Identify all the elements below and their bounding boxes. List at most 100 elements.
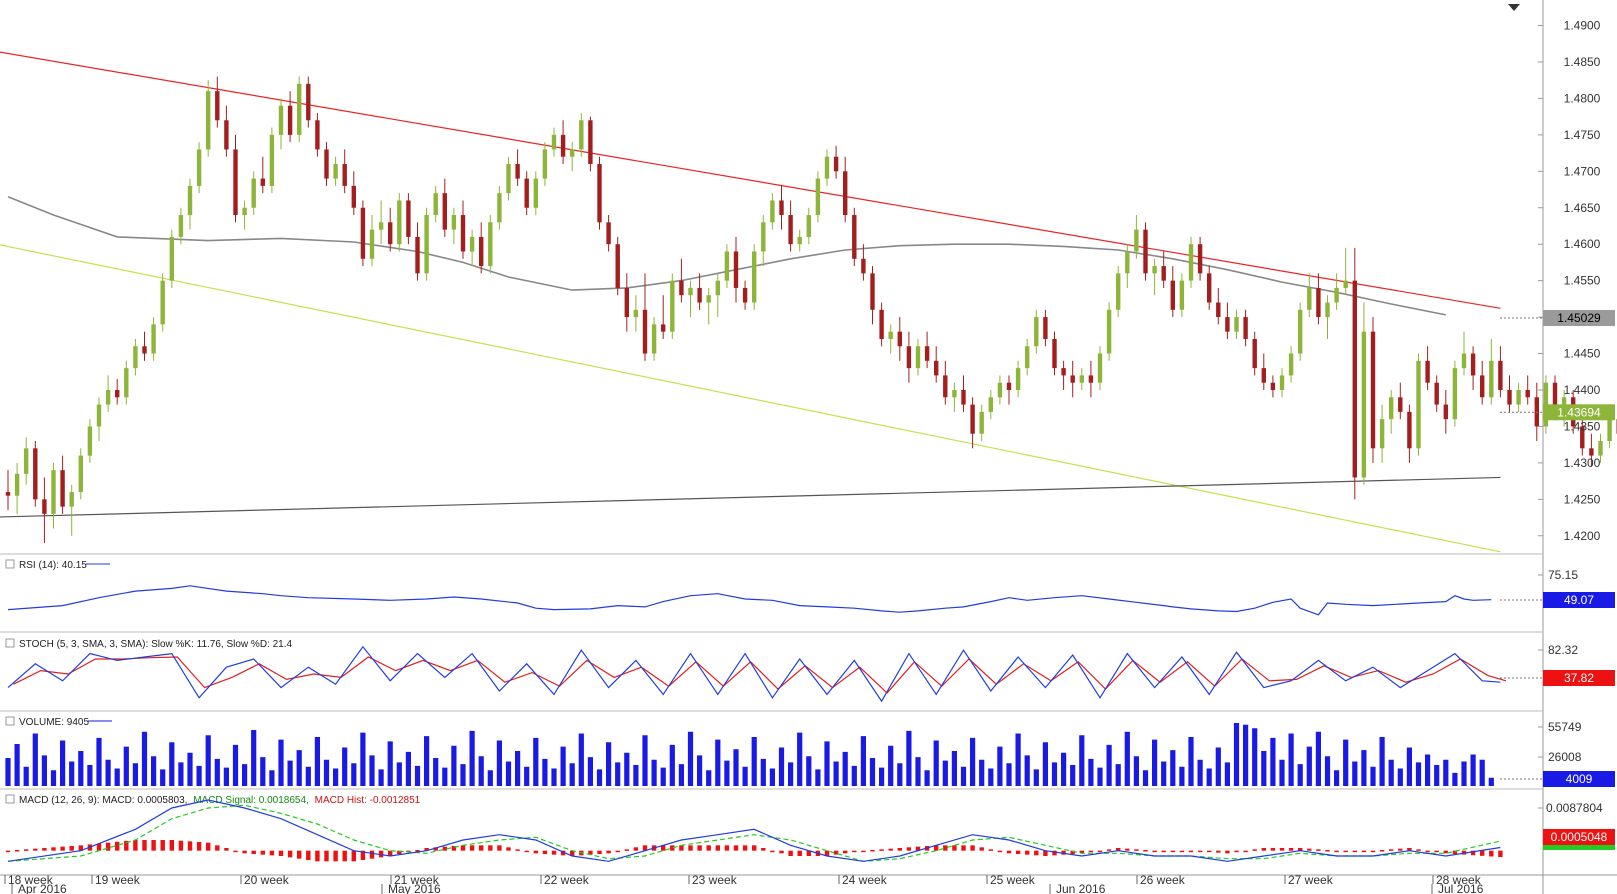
month-label: Jun 2016 — [1056, 882, 1106, 894]
candle-body — [1379, 419, 1385, 449]
candle — [1025, 338, 1030, 376]
candle-body — [1088, 375, 1094, 383]
macd-hist-bar — [1061, 850, 1066, 855]
macd-hist-bar — [615, 850, 620, 853]
rsi-close-icon[interactable] — [5, 559, 15, 569]
candle — [224, 105, 229, 157]
macd-hist-bar — [1134, 849, 1139, 851]
macd-histogram — [5, 840, 1503, 862]
candle — [1498, 346, 1503, 398]
macd-hist-bar — [915, 846, 921, 851]
candle-body — [1152, 266, 1157, 274]
candle-body — [333, 164, 338, 179]
macd-hist-bar — [1106, 849, 1112, 851]
volume-bar — [524, 766, 530, 786]
candle-body — [1334, 287, 1339, 303]
volume-bar — [114, 768, 120, 786]
stoch-title: STOCH (5, 3, SMA, 3, SMA): Slow %K: 11.7… — [19, 639, 293, 650]
macd-hist-bar — [1370, 850, 1376, 853]
macd-hist-bar — [1015, 850, 1021, 854]
volume-bar — [1133, 756, 1139, 786]
candle — [1288, 346, 1294, 383]
volume-bar — [806, 756, 812, 786]
candle — [60, 455, 65, 514]
candle — [215, 76, 220, 128]
volume-bar — [669, 744, 675, 786]
scroll-arrow-icon[interactable] — [1508, 4, 1520, 11]
macd-hist-bar — [1079, 850, 1084, 854]
volume-bar — [560, 746, 566, 786]
stoch-close-icon[interactable] — [5, 638, 15, 648]
macd-hist-bar — [861, 850, 866, 853]
candle — [1434, 375, 1439, 412]
volume-bar — [169, 742, 175, 786]
candle — [1015, 360, 1021, 398]
candle — [824, 149, 830, 186]
macd-close-icon[interactable] — [5, 794, 15, 804]
trendline-base — [0, 476, 1501, 518]
candle-body — [770, 200, 775, 223]
volume-bar — [596, 769, 603, 786]
candle-body — [1407, 411, 1412, 449]
macd-hist-bar — [14, 850, 20, 852]
candle — [1207, 266, 1212, 310]
macd-hist-bar — [906, 847, 912, 851]
candle-body — [1170, 280, 1175, 310]
macd-hist-bar — [69, 846, 74, 851]
volume-bar — [1252, 728, 1258, 786]
candle — [997, 375, 1003, 405]
macd-hist-bar — [642, 845, 648, 851]
price-tick-label: 1.4650 — [1564, 201, 1601, 215]
candle-body — [1470, 353, 1476, 376]
candle — [397, 193, 402, 252]
volume-bar — [314, 737, 320, 786]
macd-signal-text: MACD Signal: 0.0018654, — [193, 795, 309, 806]
volume-bar — [988, 768, 994, 786]
candle — [879, 302, 884, 347]
week-label: 21 week — [394, 873, 440, 887]
macd-hist-bar — [661, 845, 666, 851]
macd-hist-bar — [1197, 850, 1203, 853]
macd-hist-bar — [943, 845, 948, 851]
candle — [433, 185, 438, 223]
candle — [843, 156, 848, 223]
macd-hist-bar — [1125, 848, 1130, 851]
volume-bar — [1270, 737, 1276, 786]
candle — [1379, 404, 1385, 463]
volume-bar — [1388, 759, 1394, 786]
macd-hist-bar — [633, 847, 639, 851]
volume-bar — [1079, 735, 1085, 786]
candle — [1070, 360, 1075, 398]
candle-body — [206, 91, 211, 150]
candle — [915, 338, 921, 376]
candle-body — [934, 360, 939, 376]
month-label: Apr 2016 — [18, 882, 67, 894]
candle — [761, 215, 766, 267]
volume-bar — [1042, 742, 1048, 786]
macd-hist-bar — [997, 850, 1003, 853]
candle-body — [533, 178, 538, 208]
macd-hist-bar — [388, 850, 393, 856]
macd-hist-bar — [1489, 850, 1494, 857]
candle-body — [943, 375, 948, 398]
candle-body — [1498, 360, 1503, 390]
candle-body — [1270, 382, 1276, 390]
candle-body — [87, 426, 93, 456]
macd-hist-bar — [1325, 850, 1330, 852]
volume-bar — [1152, 739, 1158, 786]
candle — [124, 360, 129, 405]
candle — [1125, 244, 1130, 288]
candle — [260, 156, 265, 194]
macd-hist-bar — [342, 850, 347, 862]
volume-close-icon[interactable] — [5, 716, 15, 726]
macd-hist-bar — [460, 845, 466, 851]
candle-body — [460, 215, 466, 252]
candle-body — [388, 222, 393, 245]
macd-hist-bar — [333, 850, 338, 862]
candle-body — [843, 171, 848, 216]
volume-bar — [1070, 765, 1076, 786]
volume-bar — [788, 762, 794, 786]
macd-hist-bar — [1416, 849, 1421, 851]
volume-bar — [924, 770, 930, 786]
candle — [133, 338, 138, 376]
